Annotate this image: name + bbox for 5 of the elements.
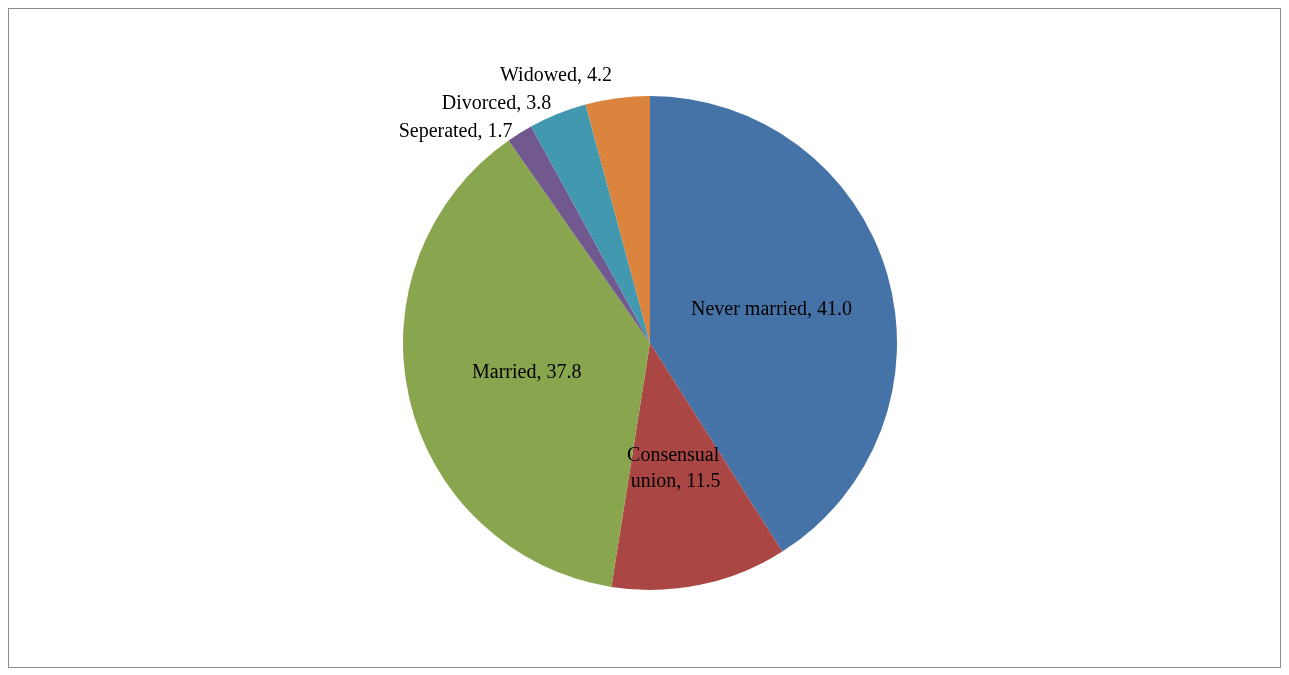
slice-label: Widowed, 4.2	[500, 62, 612, 85]
slice-label: Never married, 41.0	[690, 296, 852, 319]
slice-label: Seperated, 1.7	[398, 118, 513, 142]
slice-label: Married, 37.8	[472, 360, 582, 383]
slice-label: Divorced, 3.8	[441, 90, 552, 113]
